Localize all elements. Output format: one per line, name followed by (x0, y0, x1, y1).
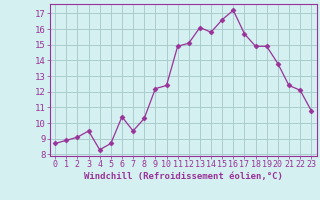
X-axis label: Windchill (Refroidissement éolien,°C): Windchill (Refroidissement éolien,°C) (84, 172, 283, 181)
